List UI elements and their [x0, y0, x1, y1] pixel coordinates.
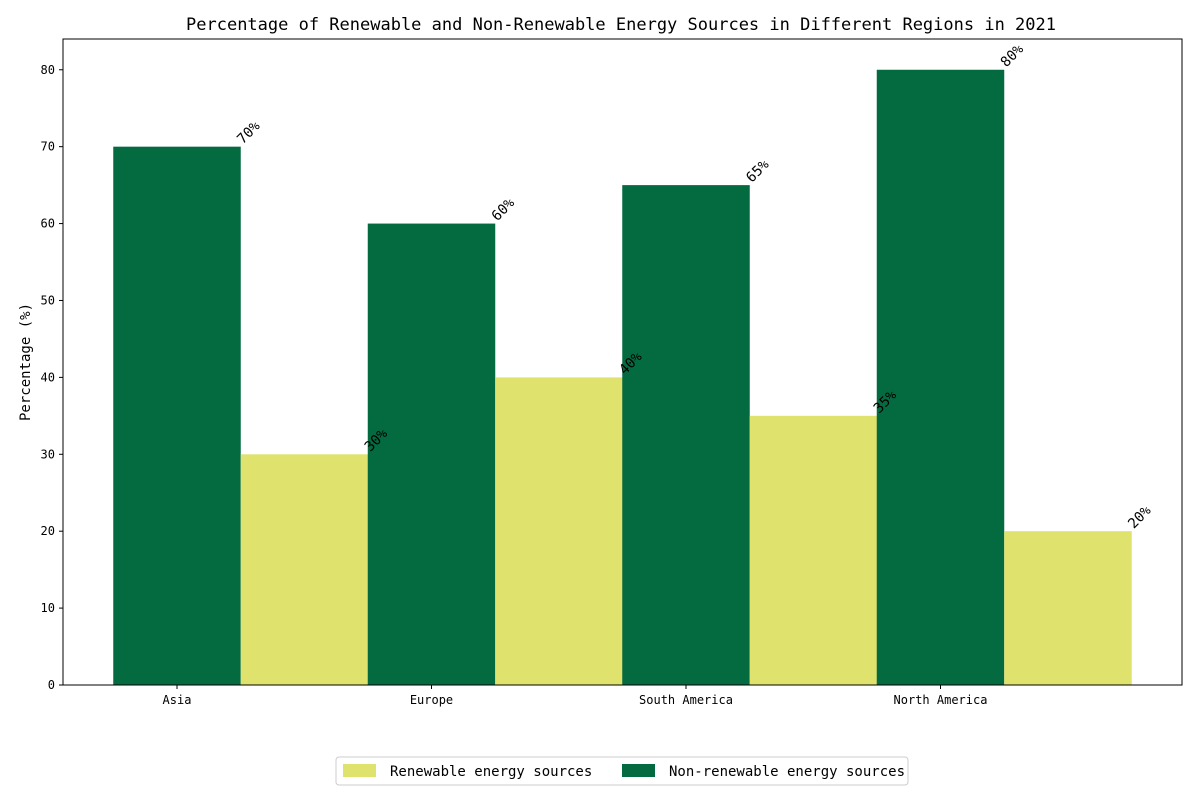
legend-label-non-renewable: Non-renewable energy sources — [669, 764, 905, 780]
y-tick-label-40: 40 — [41, 370, 55, 384]
bar-renewable-energy-sources-south-america — [749, 415, 878, 685]
value-label-renewable-energy-sources-north-america: 20% — [1125, 502, 1155, 532]
legend-swatch-non-renewable — [622, 764, 655, 777]
y-axis: 0 10 20 30 40 50 60 70 80 — [41, 63, 63, 692]
y-tick-label-60: 60 — [41, 217, 55, 231]
value-label-non-renewable-energy-sources-south-america: 65% — [743, 156, 773, 186]
y-tick-label-20: 20 — [41, 524, 55, 538]
x-tick-label-asia: Asia — [163, 693, 192, 707]
legend: Renewable energy sources Non-renewable e… — [335, 756, 909, 786]
y-tick-label-70: 70 — [41, 140, 55, 154]
y-tick-label-10: 10 — [41, 601, 55, 615]
x-axis: Asia Europe South America North America — [163, 685, 988, 707]
plot-frame — [62, 38, 1183, 686]
y-tick-label-30: 30 — [41, 447, 55, 461]
bar-renewable-energy-sources-north-america — [1004, 531, 1132, 685]
value-label-non-renewable-energy-sources-asia: 70% — [234, 118, 264, 148]
x-tick-label-south-america: South America — [639, 693, 733, 707]
bar-non-renewable-energy-sources-south-america — [622, 185, 750, 685]
value-label-non-renewable-energy-sources-europe: 60% — [489, 195, 519, 225]
bars-layer — [113, 69, 1132, 686]
legend-label-renewable: Renewable energy sources — [390, 764, 592, 780]
bar-non-renewable-energy-sources-asia — [113, 146, 241, 686]
chart-title: Percentage of Renewable and Non-Renewabl… — [186, 15, 1056, 35]
y-tick-label-0: 0 — [48, 678, 55, 692]
y-axis-label: Percentage (%) — [18, 303, 34, 421]
y-tick-label-50: 50 — [41, 293, 55, 307]
value-label-non-renewable-energy-sources-north-america: 80% — [998, 41, 1028, 71]
bar-non-renewable-energy-sources-north-america — [876, 69, 1005, 685]
y-tick-label-80: 80 — [41, 63, 55, 77]
bar-renewable-energy-sources-asia — [240, 454, 369, 685]
bar-non-renewable-energy-sources-europe — [367, 223, 496, 685]
x-tick-label-europe: Europe — [410, 693, 453, 707]
x-tick-label-north-america: North America — [894, 693, 988, 707]
bar-renewable-energy-sources-europe — [495, 377, 623, 685]
legend-swatch-renewable — [343, 764, 376, 777]
